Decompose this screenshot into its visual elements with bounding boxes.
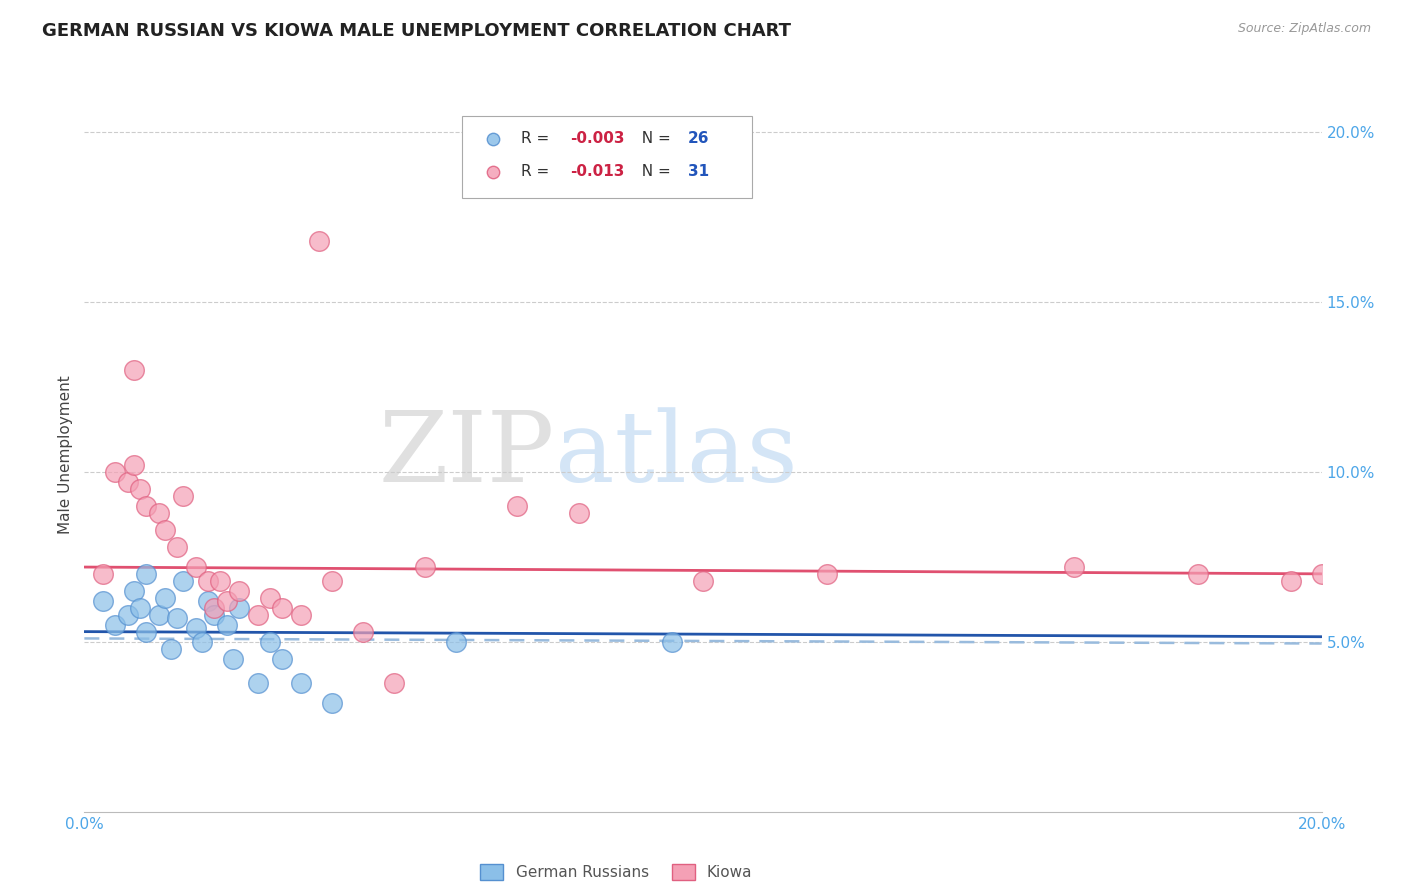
Text: -0.013: -0.013 <box>571 164 626 179</box>
Point <box>692 574 714 588</box>
Point <box>506 499 529 513</box>
Point <box>91 566 114 581</box>
Point <box>184 560 207 574</box>
Text: N =: N = <box>633 164 676 179</box>
Point <box>148 607 170 622</box>
Point <box>321 696 343 710</box>
Point <box>202 600 225 615</box>
Point <box>148 506 170 520</box>
Text: GERMAN RUSSIAN VS KIOWA MALE UNEMPLOYMENT CORRELATION CHART: GERMAN RUSSIAN VS KIOWA MALE UNEMPLOYMEN… <box>42 22 792 40</box>
Point <box>104 465 127 479</box>
Point <box>166 540 188 554</box>
Point <box>246 607 269 622</box>
Point <box>135 624 157 639</box>
Point <box>129 482 152 496</box>
Point <box>166 611 188 625</box>
Point <box>246 675 269 690</box>
Text: R =: R = <box>522 131 554 146</box>
Point <box>135 566 157 581</box>
Point <box>1310 566 1333 581</box>
Point <box>91 594 114 608</box>
Point <box>160 641 183 656</box>
Legend: German Russians, Kiowa: German Russians, Kiowa <box>474 858 758 886</box>
Point <box>117 475 139 489</box>
Point <box>308 234 330 248</box>
Text: atlas: atlas <box>554 407 797 503</box>
Point <box>352 624 374 639</box>
Point <box>1279 574 1302 588</box>
Text: R =: R = <box>522 164 554 179</box>
Point <box>271 600 294 615</box>
Point <box>135 499 157 513</box>
Point <box>197 594 219 608</box>
Point <box>117 607 139 622</box>
Y-axis label: Male Unemployment: Male Unemployment <box>58 376 73 534</box>
Point <box>215 594 238 608</box>
Point <box>209 574 232 588</box>
Point <box>122 363 145 377</box>
Point <box>321 574 343 588</box>
Point <box>122 583 145 598</box>
Point <box>104 617 127 632</box>
Text: 26: 26 <box>688 131 710 146</box>
Point <box>172 489 194 503</box>
Point <box>271 652 294 666</box>
Point <box>1187 566 1209 581</box>
Text: N =: N = <box>633 131 676 146</box>
Point <box>413 560 436 574</box>
Point <box>259 635 281 649</box>
Point <box>129 600 152 615</box>
Point <box>228 583 250 598</box>
Text: Source: ZipAtlas.com: Source: ZipAtlas.com <box>1237 22 1371 36</box>
Point <box>1063 560 1085 574</box>
Point <box>290 607 312 622</box>
Point <box>228 600 250 615</box>
Point <box>153 591 176 605</box>
Point <box>122 458 145 472</box>
Point <box>197 574 219 588</box>
Point <box>172 574 194 588</box>
Point <box>222 652 245 666</box>
Point <box>290 675 312 690</box>
Point <box>215 617 238 632</box>
Point <box>661 635 683 649</box>
Point <box>153 523 176 537</box>
Point <box>815 566 838 581</box>
Point <box>568 506 591 520</box>
Point <box>191 635 214 649</box>
Point <box>444 635 467 649</box>
Point <box>202 607 225 622</box>
Point <box>259 591 281 605</box>
Point <box>184 621 207 635</box>
FancyBboxPatch shape <box>461 116 752 198</box>
Text: -0.003: -0.003 <box>571 131 626 146</box>
Text: ZIP: ZIP <box>378 407 554 503</box>
Text: 31: 31 <box>688 164 709 179</box>
Point <box>382 675 405 690</box>
